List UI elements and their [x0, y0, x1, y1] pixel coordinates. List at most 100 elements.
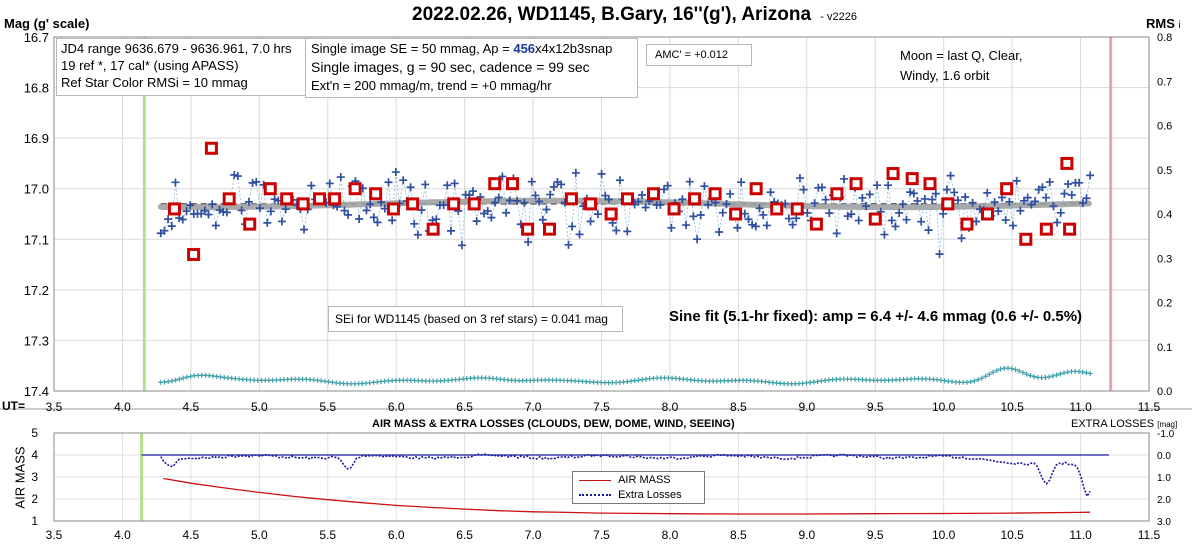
single-image-point: [751, 222, 760, 231]
top-x-tick-label: 11.0: [1069, 400, 1092, 414]
binned-point: [688, 192, 702, 206]
single-image-point: [682, 221, 691, 230]
binned-point: [263, 182, 277, 196]
binned-point: [749, 182, 763, 196]
rms-tick-label: 0.4: [1157, 209, 1172, 221]
bottom-x-tick-label: 6.5: [456, 528, 473, 542]
single-image-point: [211, 221, 220, 230]
bottom-x-tick-label: 8.5: [730, 528, 747, 542]
air-mass-axis-title: AIR MASS: [12, 446, 28, 509]
top-x-tick-label: 5.0: [251, 400, 268, 414]
aperture-value: 456: [513, 41, 536, 56]
bottom-x-tick-label: 6.0: [388, 528, 405, 542]
single-image-point: [847, 210, 856, 219]
single-image-point: [968, 198, 977, 207]
binned-point: [243, 217, 257, 231]
single-image-point: [571, 168, 580, 177]
single-image-point: [266, 207, 275, 216]
top-x-tick-label: 4.0: [114, 400, 131, 414]
single-image-point: [615, 176, 624, 185]
single-image-point: [667, 223, 676, 232]
single-image-point: [931, 189, 940, 198]
single-image-point: [1023, 193, 1032, 202]
binned-point: [604, 207, 618, 221]
rms-point: [1027, 373, 1033, 379]
bottom-x-tick-label: 7.0: [525, 528, 542, 542]
rms-point: [184, 374, 190, 380]
single-image-point: [722, 200, 731, 209]
single-image-point: [263, 218, 272, 227]
bottom-y-tick-label: 5: [31, 426, 38, 440]
rms-point: [1020, 370, 1026, 376]
single-image-point: [421, 180, 430, 189]
sei-box: SEi for WD1145 (based on 3 ref stars) = …: [328, 306, 623, 332]
rms-point: [180, 375, 186, 381]
single-image-point: [344, 210, 353, 219]
bottom-x-tick-label: 4.5: [183, 528, 200, 542]
single-image-point: [355, 214, 364, 223]
single-image-point: [700, 182, 709, 191]
bottom-x-tick-label: 11.0: [1069, 528, 1092, 542]
single-image-point: [568, 222, 577, 231]
single-image-point: [663, 181, 672, 190]
binned-point: [447, 197, 461, 211]
rms-point: [1050, 373, 1056, 379]
chart-title: 2022.02.26, WD1145, B.Gary, 16''(g'), Ar…: [412, 4, 857, 26]
single-image-point: [487, 213, 496, 222]
x-axis-prefix: UT=: [2, 399, 26, 413]
single-image-point: [1049, 202, 1058, 211]
single-image-point: [542, 205, 551, 214]
top-x-tick-label: 5.5: [319, 400, 336, 414]
single-image-point: [641, 203, 650, 212]
single-image-point: [909, 189, 918, 198]
extra-losses-tick-label: 0.0: [1157, 451, 1171, 462]
single-image-point: [637, 191, 646, 200]
top-plot-frame: [53, 36, 1150, 392]
single-image-point: [1045, 177, 1054, 186]
single-image-point: [307, 181, 316, 190]
rms-point: [1087, 371, 1093, 377]
single-image-point: [840, 174, 849, 183]
moon-line: Moon = last Q, Clear,: [900, 48, 1023, 63]
single-image-point: [1064, 180, 1073, 189]
binned-point: [1063, 222, 1077, 236]
single-image-point: [766, 188, 775, 197]
single-image-point: [1038, 183, 1047, 192]
top-y-tick-label: 17.3: [24, 333, 49, 348]
run-info-line: 19 ref *, 17 cal* (using APASS): [61, 58, 239, 73]
single-image-point: [527, 177, 536, 186]
single-image-point: [693, 235, 702, 244]
air-mass-curve: [163, 477, 1091, 515]
rms-title-suffix: i: [1178, 20, 1181, 31]
single-image-point: [748, 220, 757, 229]
binned-point: [280, 192, 294, 206]
single-image-point: [248, 178, 257, 187]
single-image-point: [1053, 218, 1062, 227]
single-image-point: [384, 178, 393, 187]
single-image-point: [491, 198, 500, 207]
rms-point: [990, 369, 996, 375]
top-x-tick-label: 6.5: [456, 400, 473, 414]
binned-point: [790, 202, 804, 216]
single-image-point: [862, 202, 871, 211]
single-image-point: [920, 194, 929, 203]
image-info-box: Single image SE = 50 mmag, Ap = 456x4x12…: [305, 38, 638, 98]
single-image-point: [450, 179, 459, 188]
single-image-point: [843, 212, 852, 221]
top-x-tick-label: 7.5: [593, 400, 610, 414]
rms-point: [188, 373, 194, 379]
single-image-point: [685, 177, 694, 186]
rms-point: [1046, 374, 1052, 380]
single-image-point: [994, 207, 1003, 216]
binned-point: [467, 197, 481, 211]
aperture-suffix: x4x12b3snap: [535, 41, 613, 56]
single-image-point: [494, 193, 503, 202]
binned-point: [960, 217, 974, 231]
single-image-point: [186, 201, 195, 210]
single-image-point: [891, 222, 900, 231]
single-image-point: [1012, 176, 1021, 185]
single-image-point: [1060, 189, 1069, 198]
single-image-point: [373, 218, 382, 227]
rms-point: [165, 379, 171, 385]
bottom-plot-frame: [53, 432, 1150, 522]
